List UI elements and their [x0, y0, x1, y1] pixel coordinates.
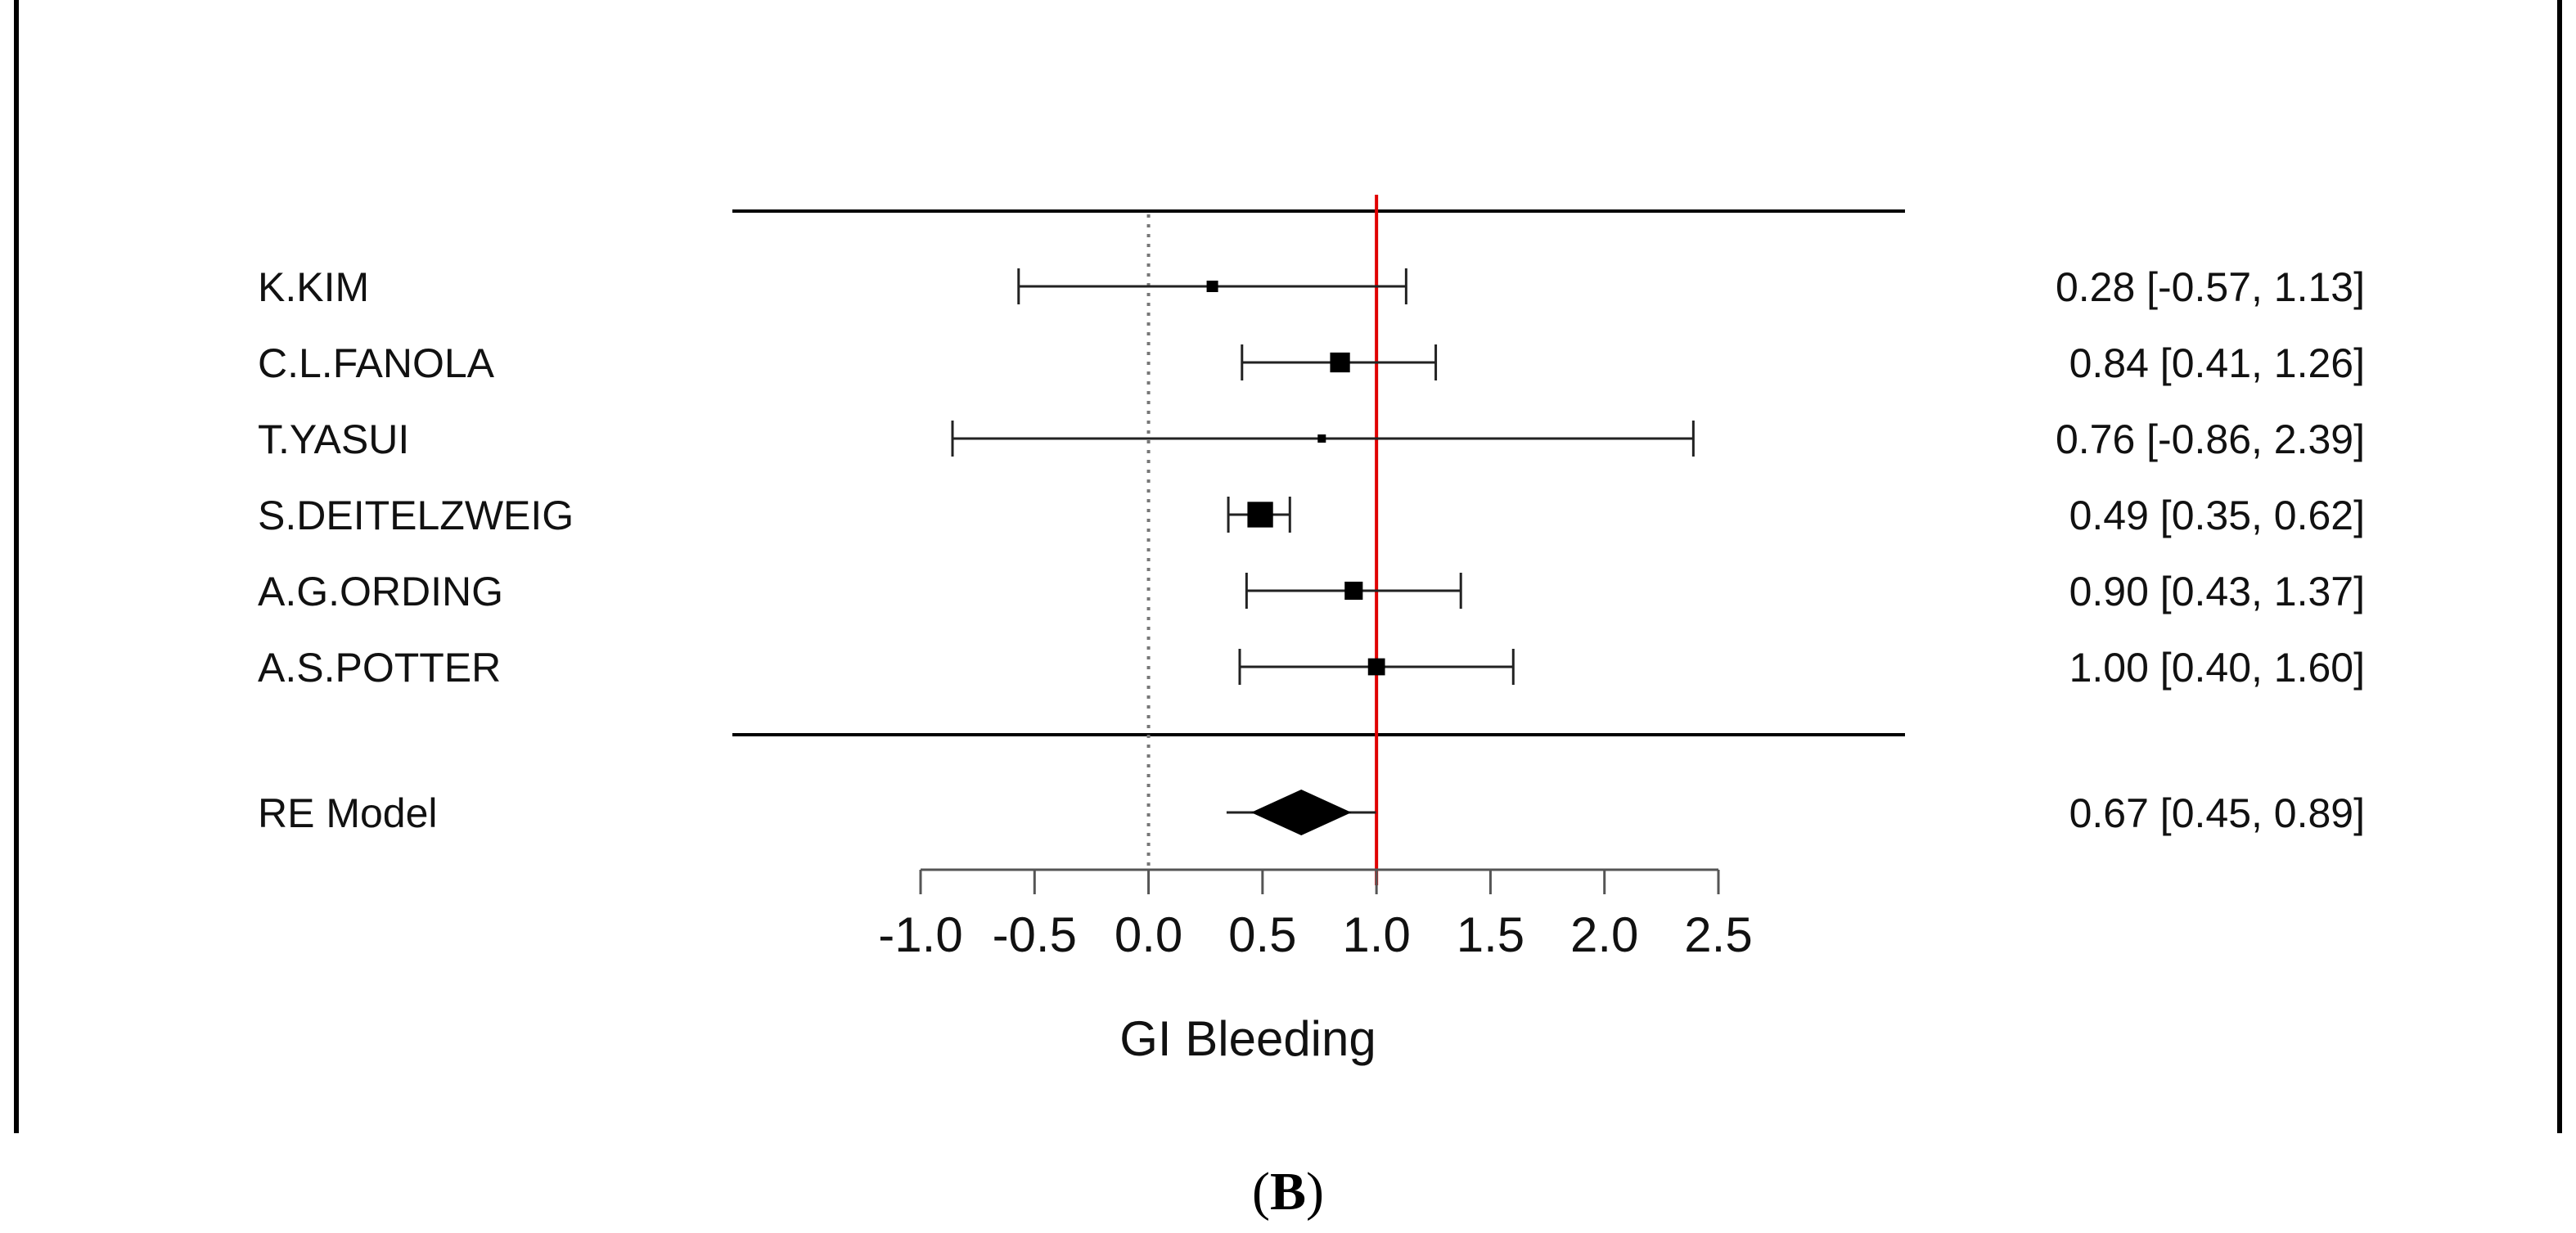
x-tick-label: 1.0	[1342, 907, 1410, 962]
point-estimate	[1247, 502, 1273, 528]
study-name: A.S.POTTER	[258, 645, 501, 691]
x-tick-label: -0.5	[993, 907, 1077, 962]
point-estimate	[1206, 281, 1218, 292]
summary-row: RE Model 0.67 [0.45, 0.89]	[258, 790, 2365, 836]
summary-estimate-label: 0.67 [0.45, 0.89]	[2069, 790, 2365, 836]
estimate-ci-label: 0.84 [0.41, 1.26]	[2069, 340, 2365, 386]
study-name: T.YASUI	[258, 416, 409, 462]
study-row: A.G.ORDING 0.90 [0.43, 1.37]	[258, 569, 2365, 614]
x-axis-title: GI Bleeding	[1119, 1011, 1376, 1066]
x-axis: -1.0 -0.5 0.0 0.5 1.0 1.5 2.0 2.5	[878, 868, 1753, 962]
study-name: C.L.FANOLA	[258, 340, 495, 386]
point-estimate	[1317, 434, 1326, 443]
estimate-ci-label: 0.49 [0.35, 0.62]	[2069, 493, 2365, 538]
study-row: T.YASUI 0.76 [-0.86, 2.39]	[258, 416, 2365, 462]
estimate-ci-label: 1.00 [0.40, 1.60]	[2069, 645, 2365, 691]
panel-label: (B)	[1252, 1162, 1324, 1222]
estimate-ci-label: 0.90 [0.43, 1.37]	[2069, 569, 2365, 614]
summary-diamond	[1250, 790, 1352, 835]
panel-label-open: (	[1252, 1162, 1270, 1222]
estimate-ci-label: 0.76 [-0.86, 2.39]	[2056, 416, 2365, 462]
point-estimate	[1330, 352, 1350, 373]
x-tick-label: -1.0	[878, 907, 962, 962]
study-row: A.S.POTTER 1.00 [0.40, 1.60]	[258, 645, 2365, 691]
x-tick-label: 0.5	[1228, 907, 1296, 962]
study-name: K.KIM	[258, 264, 369, 310]
summary-name: RE Model	[258, 790, 438, 836]
point-estimate	[1344, 581, 1363, 601]
x-tick-label: 2.0	[1570, 907, 1638, 962]
study-row: S.DEITELZWEIG 0.49 [0.35, 0.62]	[258, 493, 2365, 538]
study-rows: K.KIM 0.28 [-0.57, 1.13] C.L.FANOLA 0.84 [0…	[258, 264, 2365, 691]
estimate-ci-label: 0.28 [-0.57, 1.13]	[2056, 264, 2365, 310]
study-row: K.KIM 0.28 [-0.57, 1.13]	[258, 264, 2365, 310]
x-tick-label: 1.5	[1457, 907, 1524, 962]
x-tick-label: 0.0	[1115, 907, 1182, 962]
panel-label-close: )	[1306, 1162, 1324, 1222]
study-name: A.G.ORDING	[258, 569, 503, 614]
x-tick-label: 2.5	[1684, 907, 1752, 962]
point-estimate	[1367, 658, 1385, 676]
panel-label-letter: B	[1270, 1162, 1306, 1222]
study-name: S.DEITELZWEIG	[258, 493, 574, 538]
study-row: C.L.FANOLA 0.84 [0.41, 1.26]	[258, 340, 2365, 386]
